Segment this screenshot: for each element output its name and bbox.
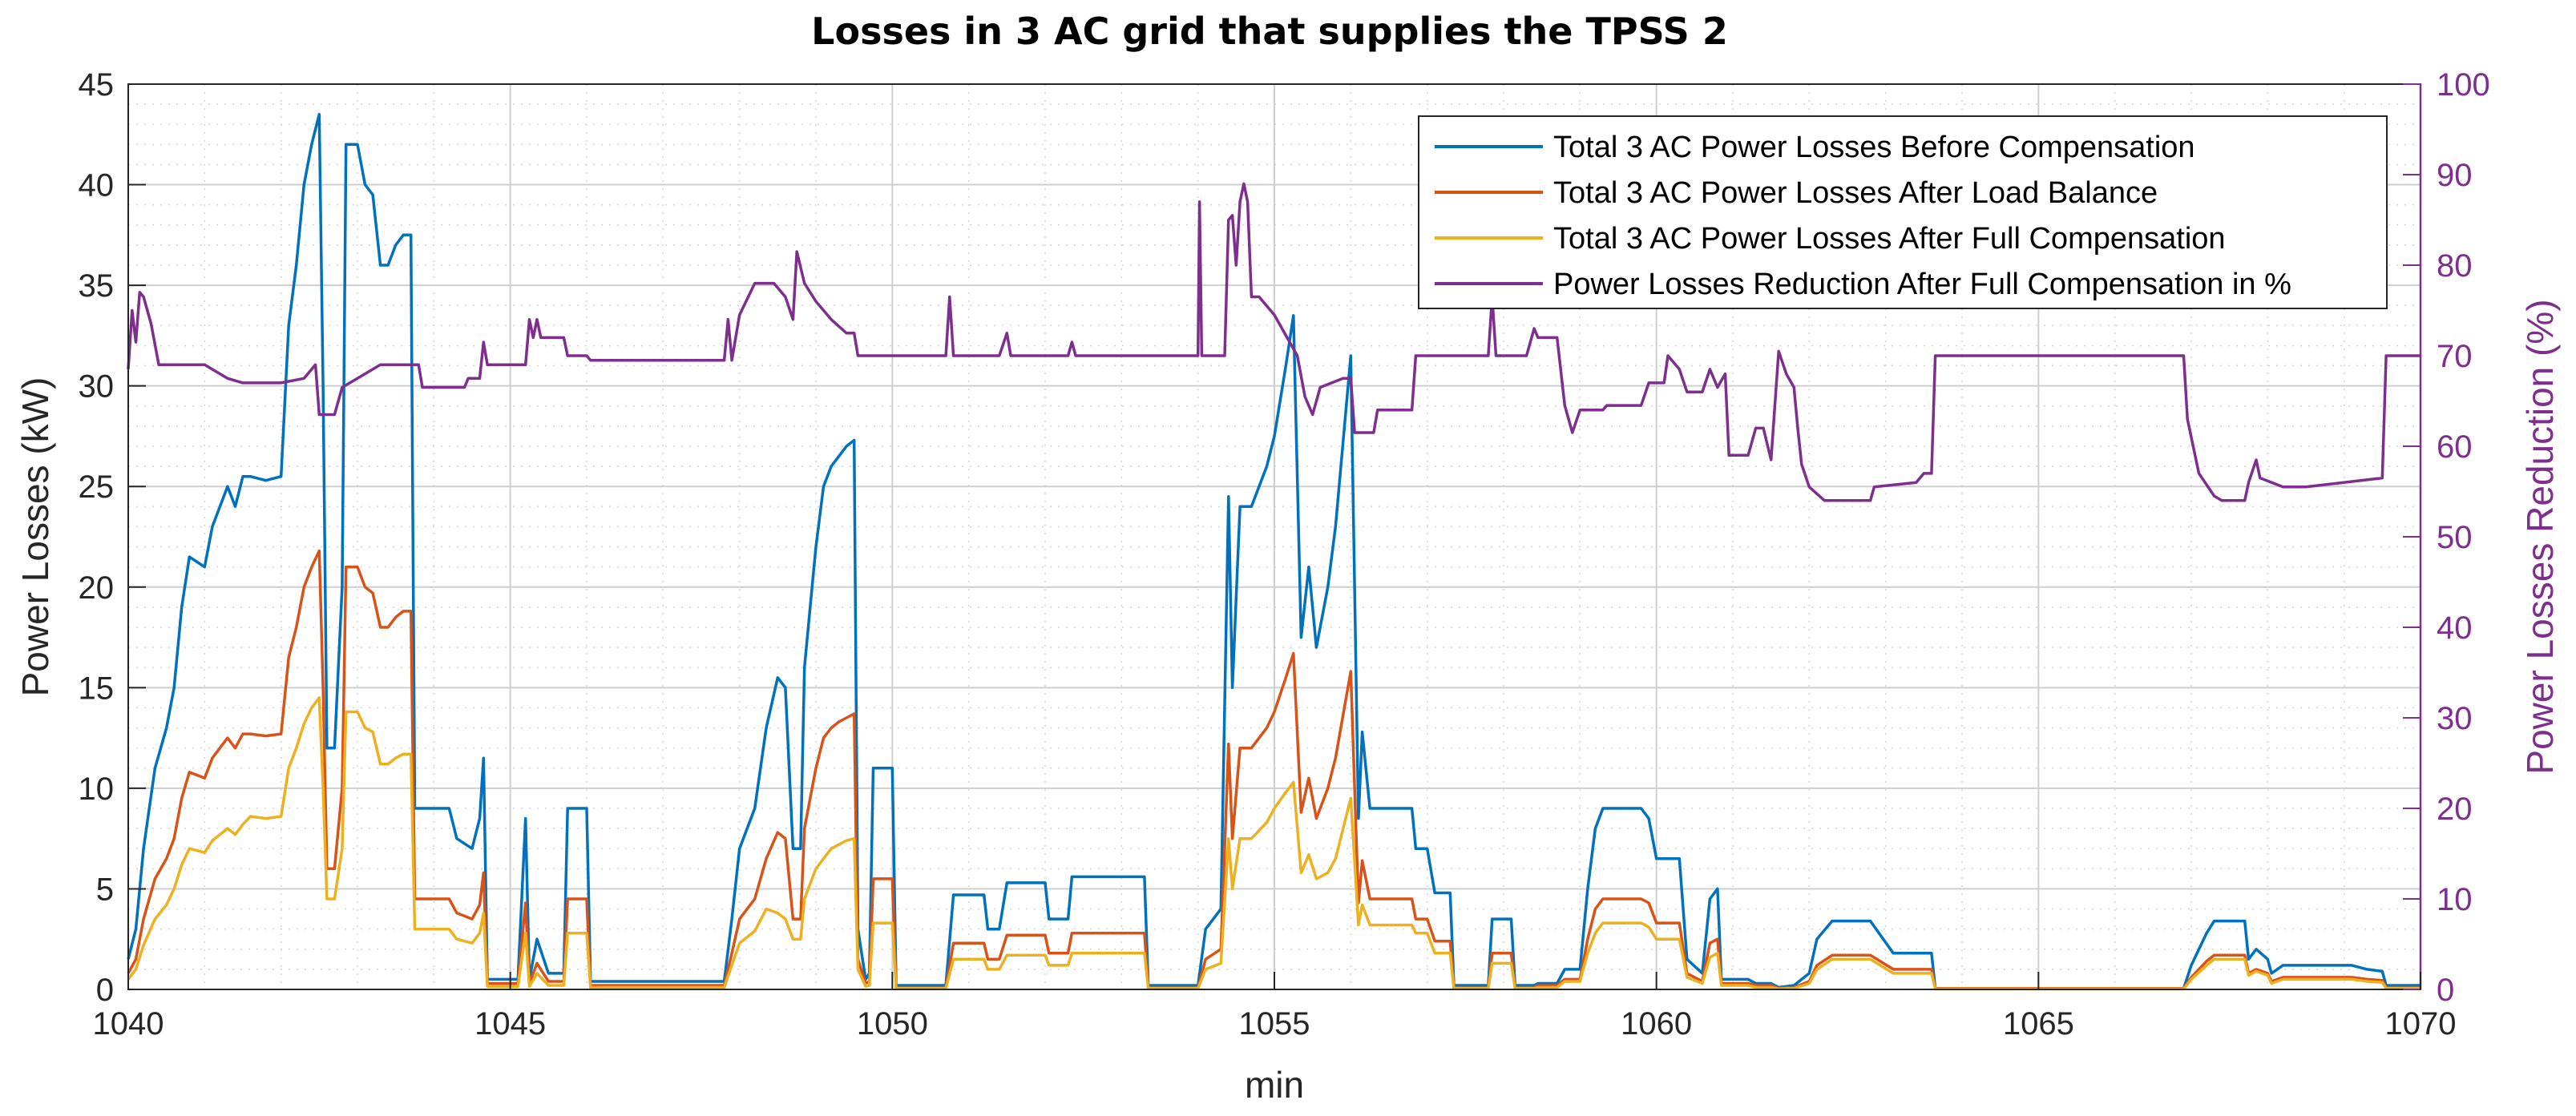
y-tick-label-left: 30: [79, 369, 115, 405]
x-tick-label: 1050: [857, 1006, 928, 1041]
y-tick-label-left: 0: [96, 973, 114, 1008]
y-tick-label-right: 20: [2437, 792, 2473, 827]
y-tick-label-left: 45: [79, 67, 115, 103]
series-after-load-balance: [127, 549, 2421, 990]
y-axis-right-label: Power Losses Reduction (%): [2519, 299, 2561, 774]
y-axis-right: 0 10 20 30 40 50 60 70 80 90 100: [2403, 67, 2490, 1008]
y-tick-label-left: 5: [96, 872, 114, 907]
y-tick-label-left: 40: [79, 168, 115, 203]
x-tick-label: 1055: [1239, 1006, 1310, 1041]
series-before-compensation: [127, 112, 2421, 990]
y-axis-label: Power Losses (kW): [14, 377, 56, 697]
y-axis-left: 0 5 10 15 20 25 30 35 40 45: [79, 67, 146, 1008]
y-tick-label-left: 10: [79, 772, 115, 807]
series-after-full-compensation: [127, 696, 2421, 991]
y-tick-label-left: 35: [79, 268, 115, 304]
x-tick-label: 1040: [93, 1006, 164, 1041]
y-tick-label-right: 90: [2437, 158, 2473, 193]
legend-label-reduction: Power Losses Reduction After Full Compen…: [1553, 268, 2291, 301]
legend-label-load-balance: Total 3 AC Power Losses After Load Balan…: [1553, 176, 2158, 210]
y-tick-label-right: 50: [2437, 520, 2473, 555]
y-tick-label-right: 40: [2437, 610, 2473, 646]
y-tick-label-right: 10: [2437, 882, 2473, 917]
chart-title: Losses in 3 AC grid that supplies the TP…: [811, 10, 1728, 53]
y-tick-label-right: 60: [2437, 429, 2473, 465]
y-tick-label-left: 20: [79, 570, 115, 606]
y-tick-label-right: 70: [2437, 339, 2473, 374]
x-tick-label: 1070: [2385, 1006, 2457, 1041]
y-tick-label-right: 80: [2437, 248, 2473, 284]
legend-label-full-compensation: Total 3 AC Power Losses After Full Compe…: [1553, 222, 2226, 256]
legend-label-before: Total 3 AC Power Losses Before Compensat…: [1553, 131, 2195, 164]
x-tick-label: 1060: [1621, 1006, 1692, 1041]
legend: Total 3 AC Power Losses Before Compensat…: [1418, 115, 2388, 309]
y-tick-label-right: 0: [2437, 973, 2454, 1008]
series-layer: [127, 112, 2421, 991]
y-tick-label-left: 15: [79, 671, 115, 706]
x-axis: 1040 1045 1050 1055 1060 1065 1070: [93, 972, 2457, 1041]
x-tick-label: 1045: [474, 1006, 546, 1041]
x-axis-label: min: [1245, 1064, 1304, 1106]
legend-box: [1418, 115, 2388, 309]
series-reduction-percent: [127, 182, 2421, 502]
y-tick-label-left: 25: [79, 469, 115, 505]
x-tick-label: 1065: [2003, 1006, 2074, 1041]
y-tick-label-right: 100: [2437, 67, 2490, 103]
y-tick-label-right: 30: [2437, 701, 2473, 736]
